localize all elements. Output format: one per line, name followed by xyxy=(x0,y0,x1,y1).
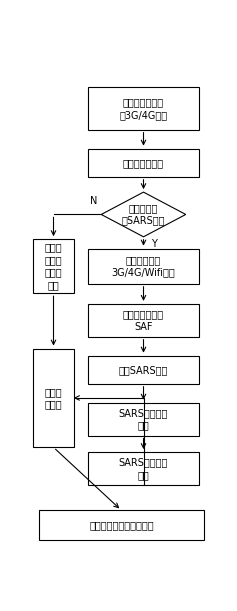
FancyBboxPatch shape xyxy=(33,348,74,447)
Text: 用户手动选择确
定3G/4G网络: 用户手动选择确 定3G/4G网络 xyxy=(119,97,168,120)
Text: 无线链路层连接: 无线链路层连接 xyxy=(123,158,164,167)
Text: 搜索其他可选
3G/4G/Wifi网络: 搜索其他可选 3G/4G/Wifi网络 xyxy=(112,255,175,277)
FancyBboxPatch shape xyxy=(33,239,74,293)
Text: 固定接
口式无
线网络
业务: 固定接 口式无 线网络 业务 xyxy=(45,243,62,290)
FancyBboxPatch shape xyxy=(88,249,199,284)
Text: SARS进行资源
调度: SARS进行资源 调度 xyxy=(119,408,168,430)
Text: 是否选择启
动SARS服务: 是否选择启 动SARS服务 xyxy=(122,203,165,225)
FancyBboxPatch shape xyxy=(39,510,204,540)
FancyBboxPatch shape xyxy=(88,452,199,485)
FancyBboxPatch shape xyxy=(88,87,199,130)
FancyBboxPatch shape xyxy=(88,304,199,337)
Text: 最佳带宽的无线数据通信: 最佳带宽的无线数据通信 xyxy=(89,520,154,530)
Text: 无线数
据通信: 无线数 据通信 xyxy=(45,387,62,409)
Text: 生成感知参数集
SAF: 生成感知参数集 SAF xyxy=(123,309,164,332)
FancyBboxPatch shape xyxy=(88,148,199,177)
FancyBboxPatch shape xyxy=(88,403,199,436)
Text: Y: Y xyxy=(151,239,157,249)
Text: SARS进行资源
调度: SARS进行资源 调度 xyxy=(119,457,168,480)
Polygon shape xyxy=(101,192,186,237)
Text: 发出SARS请求: 发出SARS请求 xyxy=(119,365,168,375)
FancyBboxPatch shape xyxy=(88,356,199,384)
Text: N: N xyxy=(90,196,98,206)
